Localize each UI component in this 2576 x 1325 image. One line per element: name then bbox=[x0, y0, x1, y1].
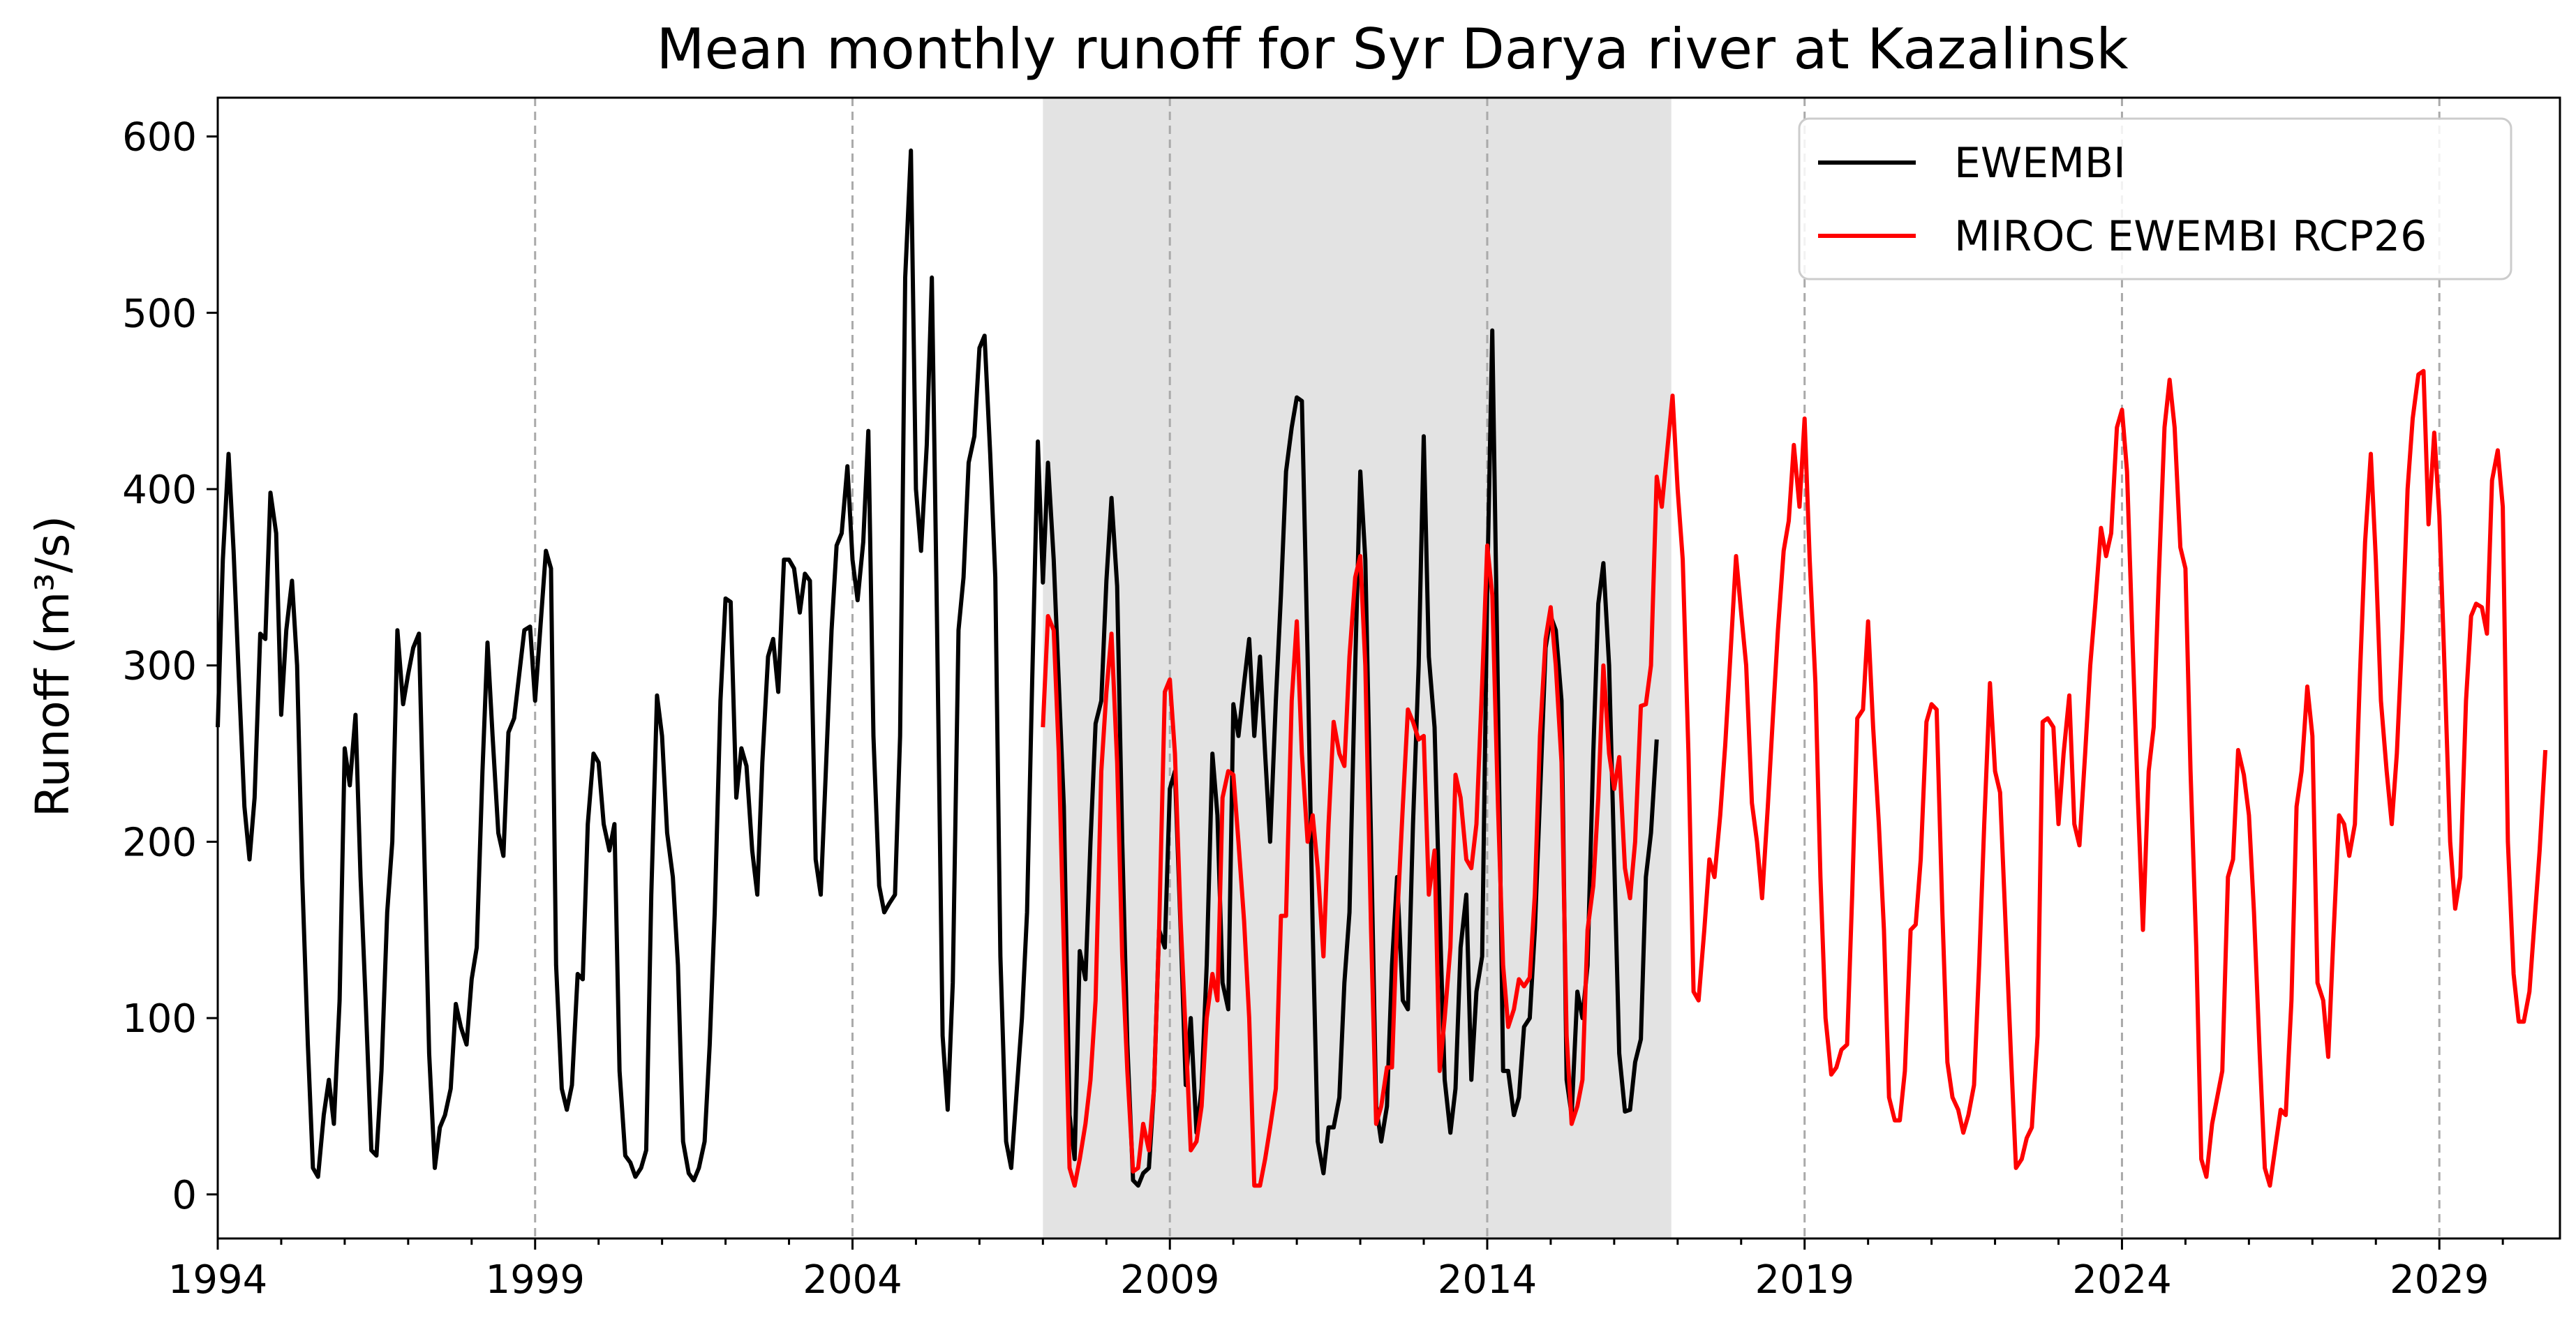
series-line-ewembi bbox=[216, 148, 1659, 1188]
x-tick-label-2009: 2009 bbox=[1120, 1257, 1220, 1303]
y-tick-label-300: 300 bbox=[122, 644, 197, 689]
y-axis-ticks: 0 100 200 300 400 500 600 bbox=[122, 115, 218, 1218]
legend-box bbox=[1798, 117, 2512, 280]
chart-title: Mean monthly runoff for Syr Darya river … bbox=[656, 17, 2129, 82]
y-tick-label-0: 0 bbox=[172, 1173, 197, 1218]
series-lines bbox=[216, 148, 2548, 1188]
x-tick-label-1994: 1994 bbox=[168, 1257, 268, 1303]
legend-label-miroc: MIROC EWEMBI RCP26 bbox=[1954, 212, 2427, 261]
y-axis-label: Runoff (m³/s) bbox=[26, 516, 80, 817]
legend: EWEMBI MIROC EWEMBI RCP26 bbox=[1798, 117, 2512, 280]
x-tick-label-2024: 2024 bbox=[2072, 1257, 2172, 1303]
y-tick-label-400: 400 bbox=[122, 467, 197, 513]
vertical-reference-lines bbox=[534, 98, 2441, 1238]
y-tick-label-200: 200 bbox=[122, 820, 197, 865]
y-tick-label-600: 600 bbox=[122, 115, 197, 160]
y-tick-label-100: 100 bbox=[122, 996, 197, 1042]
x-tick-label-2004: 2004 bbox=[803, 1257, 902, 1303]
x-tick-label-2029: 2029 bbox=[2390, 1257, 2489, 1303]
x-axis-ticks: 1994 1999 2004 2009 2014 2019 2024 2029 bbox=[168, 1238, 2504, 1303]
series-line-miroc-ewembi-rcp26 bbox=[1041, 368, 2548, 1188]
plot-axes bbox=[216, 96, 2561, 1240]
x-tick-label-1999: 1999 bbox=[485, 1257, 585, 1303]
x-tick-label-2019: 2019 bbox=[1755, 1257, 1854, 1303]
y-tick-label-500: 500 bbox=[122, 291, 197, 336]
plot-frame bbox=[216, 96, 2561, 1240]
x-tick-label-2014: 2014 bbox=[1438, 1257, 1538, 1303]
legend-label-ewembi: EWEMBI bbox=[1954, 139, 2126, 188]
